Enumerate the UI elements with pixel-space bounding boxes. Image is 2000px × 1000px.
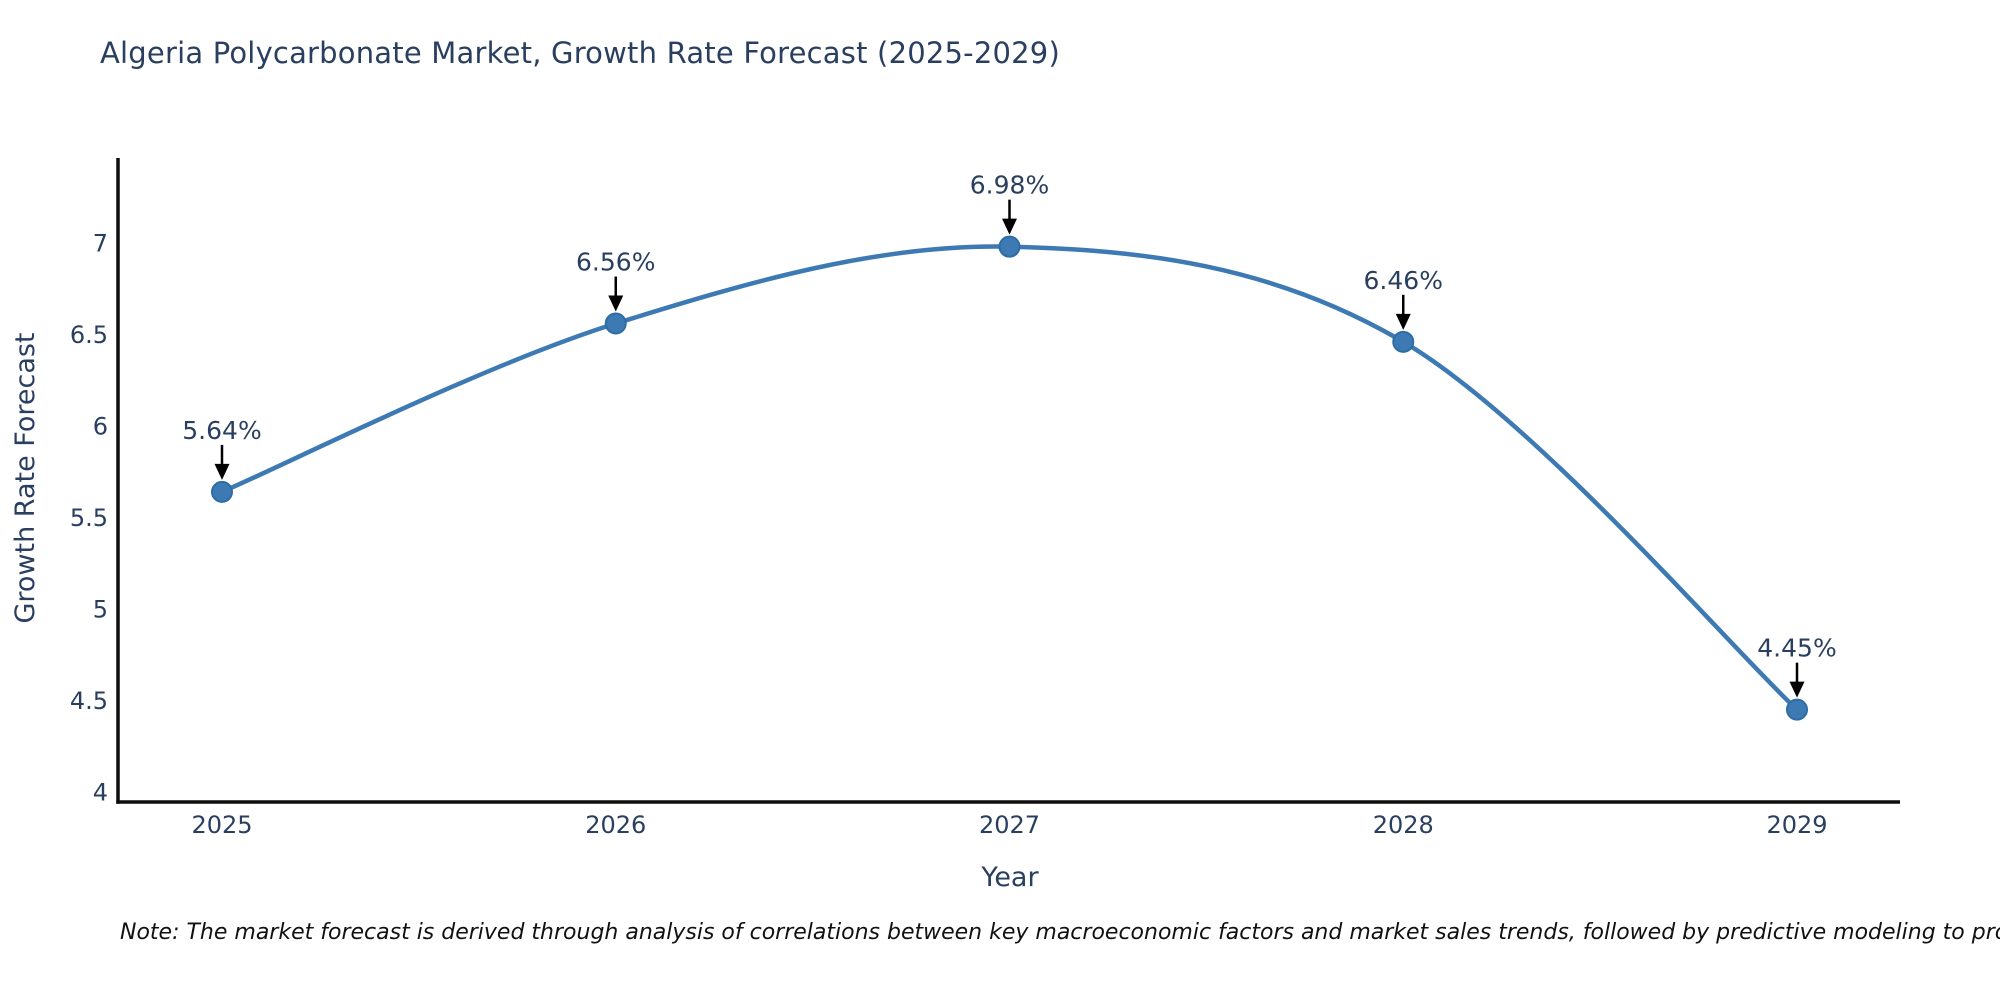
y-tick-label: 6: [93, 412, 108, 440]
y-axis-title: Growth Rate Forecast: [10, 332, 41, 623]
x-tick-label: 2029: [1766, 811, 1827, 839]
annotation-arrowhead: [1002, 218, 1017, 235]
x-tick-label: 2025: [191, 811, 252, 839]
point-annotation: 6.56%: [576, 248, 655, 312]
y-tick-label: 5: [93, 595, 108, 623]
annotation-arrowhead: [1789, 681, 1805, 698]
y-tick-label: 6.5: [70, 321, 108, 349]
x-tick-label: 2028: [1373, 811, 1434, 839]
data-point-marker: [604, 312, 627, 335]
y-tick-label: 4.5: [70, 687, 108, 715]
point-value-label: 6.46%: [1364, 266, 1443, 295]
data-point-marker: [998, 235, 1021, 258]
data-point-marker: [1786, 698, 1808, 721]
axes: [116, 158, 1900, 804]
annotation-arrowhead: [608, 295, 624, 312]
point-annotation: 5.64%: [182, 416, 262, 480]
point-annotation: 6.98%: [970, 171, 1049, 235]
point-annotation: 4.45%: [1757, 634, 1837, 698]
point-value-label: 6.56%: [576, 248, 655, 277]
point-value-label: 5.64%: [182, 416, 261, 445]
annotation-arrowhead: [1395, 313, 1411, 330]
x-tick-label: 2026: [585, 811, 646, 839]
footnote: Note: The market forecast is derived thr…: [120, 920, 2000, 945]
data-points: [211, 235, 1808, 721]
data-point-marker: [1392, 330, 1415, 353]
point-value-label: 4.45%: [1757, 634, 1836, 663]
x-axis-title: Year: [980, 862, 1039, 893]
point-value-label: 6.98%: [970, 171, 1049, 200]
y-tick-label: 7: [93, 229, 108, 257]
point-annotations: 5.64% 6.56% 6.98% 6.46% 4.45%: [182, 171, 1837, 698]
y-tick-label: 4: [93, 778, 108, 806]
data-point-marker: [211, 480, 233, 503]
chart-title: Algeria Polycarbonate Market, Growth Rat…: [100, 36, 1060, 70]
x-axis-tick-labels: 2025 2026 2027 2028 2029: [191, 811, 1827, 839]
annotation-arrowhead: [214, 463, 230, 480]
x-tick-label: 2027: [979, 811, 1040, 839]
point-annotation: 6.46%: [1364, 266, 1443, 330]
series-line: [219, 244, 1800, 712]
y-tick-label: 5.5: [70, 504, 108, 532]
y-axis-tick-labels: 4 4.5 5 5.5 6 6.5 7: [70, 229, 108, 806]
